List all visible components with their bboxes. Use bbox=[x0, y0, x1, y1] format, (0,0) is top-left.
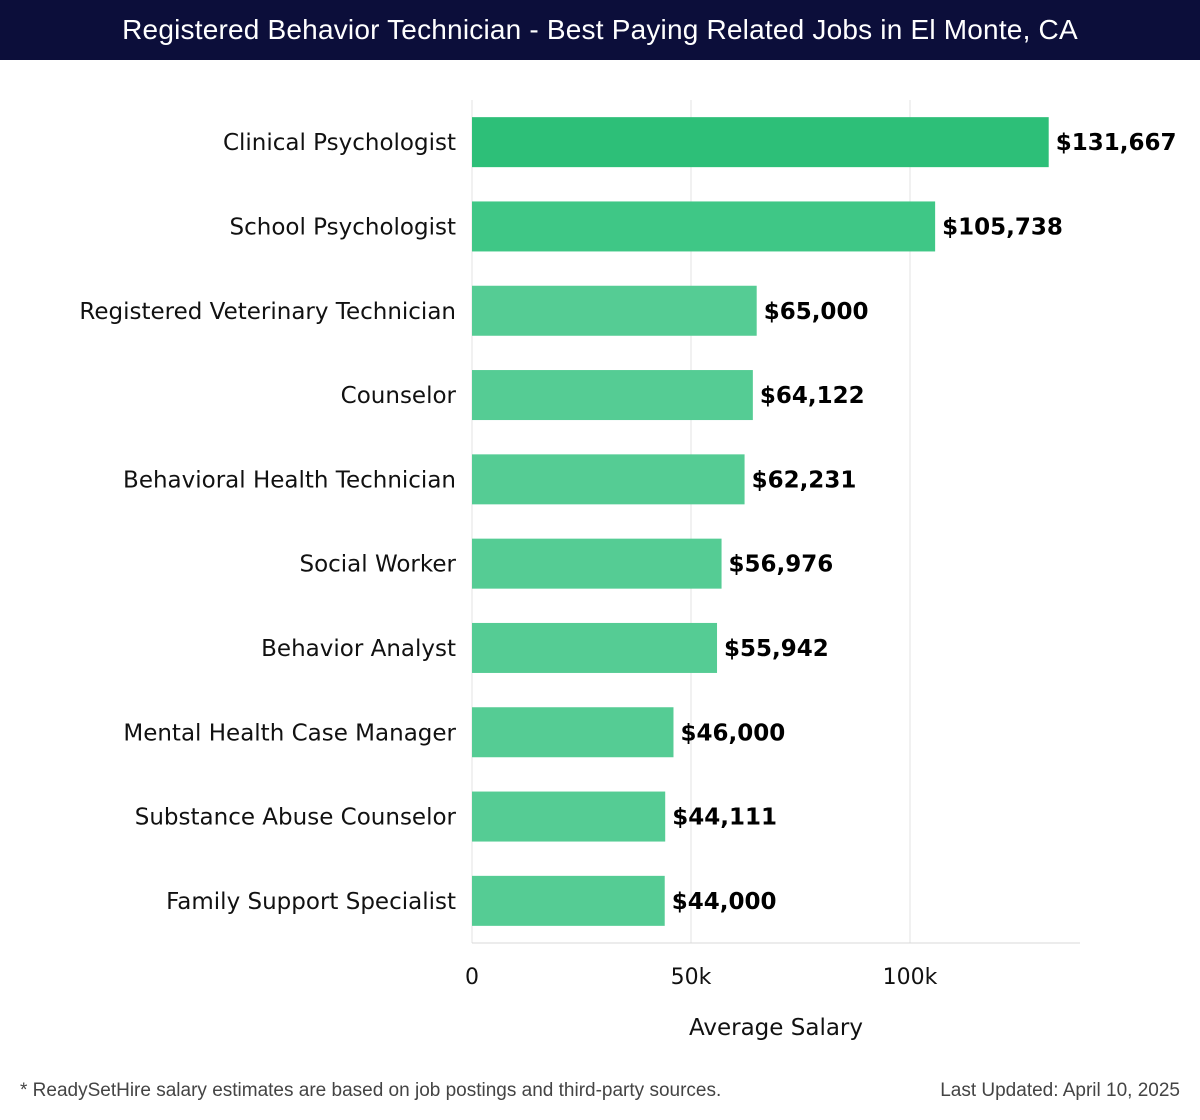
bar-9 bbox=[472, 875, 665, 926]
bar-4 bbox=[472, 454, 745, 505]
x-axis-title: Average Salary bbox=[689, 1015, 863, 1041]
category-label-6: Behavior Analyst bbox=[261, 636, 456, 662]
category-label-7: Mental Health Case Manager bbox=[123, 720, 456, 746]
category-label-4: Behavioral Health Technician bbox=[123, 467, 456, 493]
bar-0 bbox=[472, 117, 1049, 168]
x-tick-label-0: 0 bbox=[465, 965, 479, 990]
value-label-5: $56,976 bbox=[729, 552, 834, 578]
value-label-2: $65,000 bbox=[764, 299, 869, 325]
value-label-0: $131,667 bbox=[1056, 130, 1177, 156]
value-label-1: $105,738 bbox=[942, 214, 1063, 240]
category-label-8: Substance Abuse Counselor bbox=[135, 805, 457, 831]
bar-2 bbox=[472, 285, 757, 336]
salary-bar-chart: Clinical Psychologist $131,667 School Psyc… bbox=[79, 100, 1177, 1041]
category-label-1: School Psychologist bbox=[230, 214, 456, 240]
category-label-3: Counselor bbox=[341, 383, 457, 409]
bar-6 bbox=[472, 622, 718, 673]
category-label-9: Family Support Specialist bbox=[166, 889, 456, 915]
last-updated: Last Updated: April 10, 2025 bbox=[940, 1080, 1180, 1101]
chart-title: Registered Behavior Technician - Best Pa… bbox=[0, 0, 1200, 60]
bar-3 bbox=[472, 370, 753, 421]
category-label-5: Social Worker bbox=[299, 552, 456, 578]
value-label-9: $44,000 bbox=[672, 889, 777, 915]
x-tick-label-50k: 50k bbox=[671, 965, 712, 990]
bar-1 bbox=[472, 201, 936, 252]
value-label-3: $64,122 bbox=[760, 383, 865, 409]
category-label-2: Registered Veterinary Technician bbox=[79, 299, 456, 325]
bar-8 bbox=[472, 791, 666, 842]
category-label-0: Clinical Psychologist bbox=[223, 130, 456, 156]
value-label-8: $44,111 bbox=[672, 805, 777, 831]
footnote: * ReadySetHire salary estimates are base… bbox=[20, 1080, 722, 1101]
value-label-6: $55,942 bbox=[724, 636, 829, 662]
value-label-4: $62,231 bbox=[752, 467, 857, 493]
value-label-7: $46,000 bbox=[680, 720, 785, 746]
x-tick-label-100k: 100k bbox=[883, 965, 938, 990]
bar-5 bbox=[472, 538, 722, 589]
bar-7 bbox=[472, 707, 674, 758]
